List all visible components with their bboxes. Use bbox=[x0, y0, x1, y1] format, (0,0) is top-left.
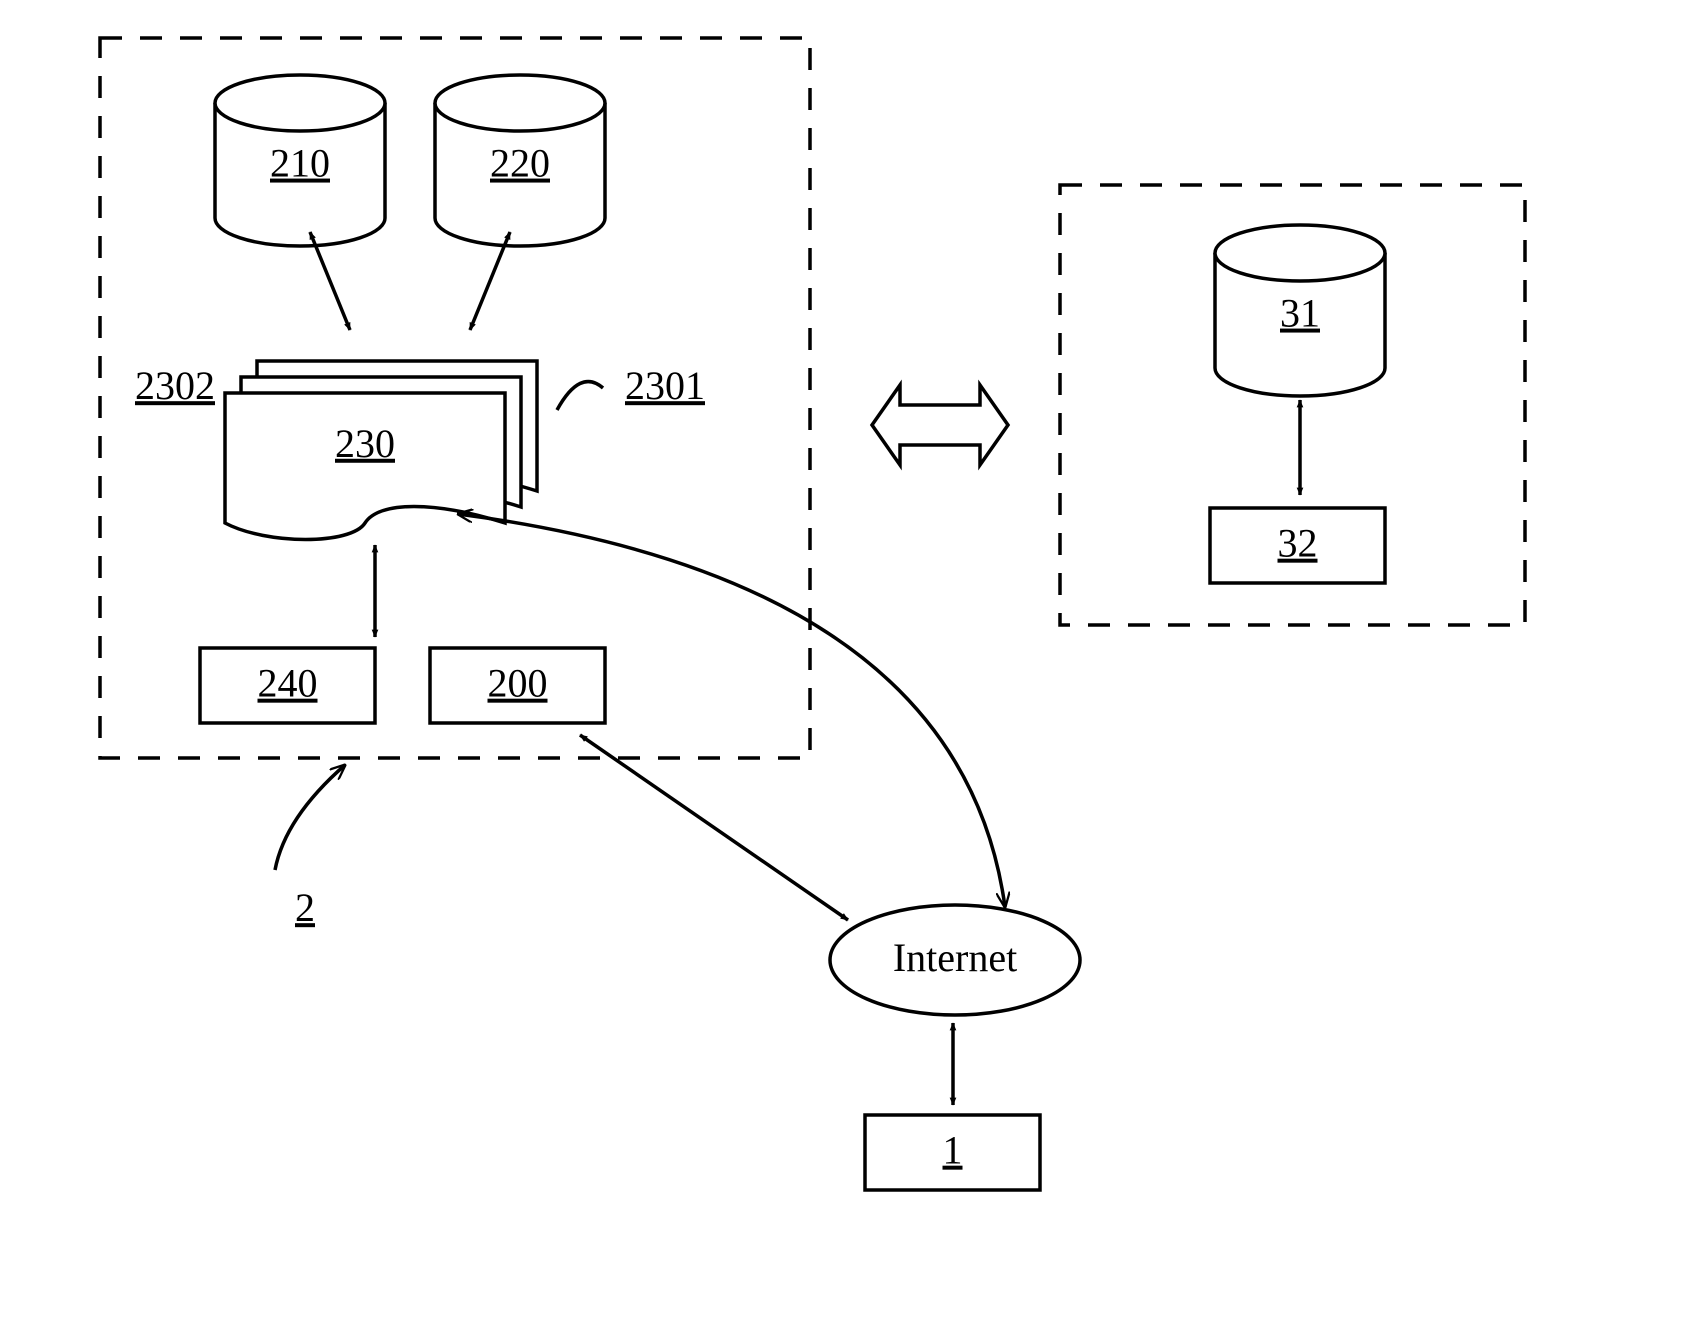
label-2302: 2302 bbox=[135, 363, 215, 408]
cylinder-c220: 220 bbox=[435, 75, 605, 246]
box-240: 240 bbox=[200, 648, 375, 723]
label-2: 2 bbox=[295, 885, 315, 930]
cylinder-c31-label: 31 bbox=[1280, 291, 1320, 336]
box-1-label: 1 bbox=[943, 1128, 963, 1173]
box-200-label: 200 bbox=[488, 661, 548, 706]
arrow-200-to-internet bbox=[580, 735, 848, 920]
system-diagram: 210 220 31 230 240 200 32 1 Internet 2302 2301 2 bbox=[0, 0, 1684, 1341]
box-240-label: 240 bbox=[258, 661, 318, 706]
cylinder-c220-label: 220 bbox=[490, 141, 550, 186]
box-32: 32 bbox=[1210, 508, 1385, 583]
leader-2 bbox=[275, 765, 345, 870]
arrow-220-to-230 bbox=[470, 232, 510, 330]
box-200: 200 bbox=[430, 648, 605, 723]
internet-label: Internet bbox=[893, 935, 1017, 980]
internet-node: Internet bbox=[830, 905, 1080, 1015]
cylinder-c210-label: 210 bbox=[270, 141, 330, 186]
label-2301: 2301 bbox=[625, 363, 705, 408]
leader-2301 bbox=[557, 382, 603, 410]
box-1: 1 bbox=[865, 1115, 1040, 1190]
document-stack: 230 bbox=[225, 361, 537, 540]
cylinder-c210: 210 bbox=[215, 75, 385, 246]
document-stack-label: 230 bbox=[335, 421, 395, 466]
arrow-210-to-230 bbox=[310, 232, 350, 330]
block-double-arrow bbox=[872, 385, 1008, 465]
cylinder-c31: 31 bbox=[1215, 225, 1385, 396]
box-32-label: 32 bbox=[1278, 521, 1318, 566]
